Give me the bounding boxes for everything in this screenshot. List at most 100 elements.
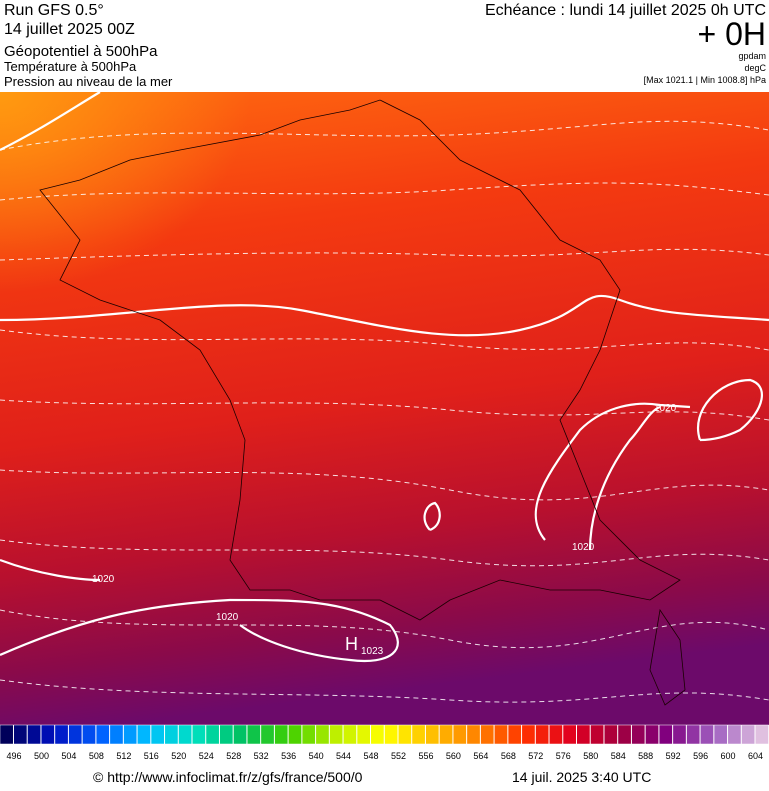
colorbar-swatch bbox=[700, 724, 714, 745]
colorbar-swatch bbox=[219, 724, 234, 745]
run-title: Run GFS 0.5° bbox=[4, 2, 104, 19]
colorbar-label: 552 bbox=[391, 751, 406, 761]
colorbar-swatch bbox=[631, 724, 646, 745]
colorbar-label: 588 bbox=[638, 751, 653, 761]
unit: degC bbox=[744, 63, 766, 73]
colorbar-label: 592 bbox=[666, 751, 681, 761]
colorbar-label: 556 bbox=[418, 751, 433, 761]
colorbar-swatch bbox=[576, 724, 591, 745]
colorbar-label: 532 bbox=[254, 751, 269, 761]
warm-area bbox=[0, 92, 250, 292]
colorbar-swatch bbox=[315, 724, 330, 745]
high-value: 1023 bbox=[361, 646, 384, 657]
colorbar-label: 508 bbox=[89, 751, 104, 761]
colorbar-swatch bbox=[645, 724, 659, 745]
colorbar-swatch bbox=[329, 724, 344, 745]
colorbar-swatch bbox=[123, 724, 138, 745]
forecast-time: Echéance : lundi 14 juillet 2025 0h UTC bbox=[485, 2, 766, 19]
unit: [Max 1021.1 | Min 1008.8] hPa bbox=[644, 75, 766, 85]
colorbar-label: 560 bbox=[446, 751, 461, 761]
generated-time: 14 juil. 2025 3:40 UTC bbox=[512, 769, 651, 785]
colorbar-label: 516 bbox=[144, 751, 159, 761]
colorbar-swatch bbox=[384, 724, 398, 745]
isobar-label: 1020 bbox=[654, 403, 677, 414]
field-label: Température à 500hPa bbox=[4, 59, 137, 74]
isobar-label-group: 1020 1020 1020 1020 H 1023 bbox=[92, 403, 677, 657]
colorbar-swatch bbox=[343, 724, 357, 745]
colorbar-swatch bbox=[95, 724, 110, 745]
isobar-label: 1020 bbox=[572, 542, 595, 553]
colorbar-label: 568 bbox=[501, 751, 516, 761]
colorbar-swatch bbox=[68, 724, 83, 745]
colorbar-swatch bbox=[411, 724, 426, 745]
colorbar-swatch bbox=[82, 724, 96, 745]
run-date: 14 juillet 2025 00Z bbox=[4, 21, 135, 38]
colorbar-swatch bbox=[494, 724, 508, 745]
colorbar-swatch bbox=[274, 724, 289, 745]
lead-time: + 0H bbox=[698, 16, 766, 52]
colorbar-swatch bbox=[0, 724, 14, 745]
colorbar-label: 576 bbox=[556, 751, 571, 761]
isobar-label: 1020 bbox=[92, 574, 115, 585]
colorbar-swatch bbox=[741, 724, 756, 745]
colorbar-swatch bbox=[150, 724, 165, 745]
colorbar-swatch bbox=[535, 724, 550, 745]
colorbar-swatch bbox=[452, 724, 467, 745]
colorbar-label: 572 bbox=[528, 751, 543, 761]
colorbar-label: 520 bbox=[171, 751, 186, 761]
colorbar-label: 596 bbox=[693, 751, 708, 761]
colorbar-swatch bbox=[192, 724, 206, 745]
colorbar-swatch bbox=[260, 724, 275, 745]
colorbar-swatch bbox=[246, 724, 261, 745]
field-label: Géopotentiel à 500hPa bbox=[4, 43, 158, 60]
colorbar-swatch bbox=[755, 724, 769, 745]
colorbar-swatch bbox=[549, 724, 563, 745]
isobar-label: 1020 bbox=[216, 612, 239, 623]
colorbar-swatch bbox=[562, 724, 577, 745]
colorbar-swatch bbox=[727, 724, 742, 745]
colorbar-swatch bbox=[137, 724, 151, 745]
colorbar-swatch bbox=[425, 724, 440, 745]
colorbar-swatch bbox=[205, 724, 220, 745]
colorbar-swatch bbox=[603, 724, 618, 745]
colorbar-swatch bbox=[13, 724, 28, 745]
colorbar-label: 528 bbox=[226, 751, 241, 761]
colorbar-label: 544 bbox=[336, 751, 351, 761]
colorbar-swatch bbox=[27, 724, 41, 745]
geopotential-lines bbox=[0, 120, 769, 703]
colorbar-swatch bbox=[356, 724, 371, 745]
colorbar-swatch bbox=[233, 724, 247, 745]
colorbar-swatch bbox=[439, 724, 453, 745]
colorbar-label: 584 bbox=[611, 751, 626, 761]
colorbar-label: 512 bbox=[116, 751, 131, 761]
colorbar-label: 600 bbox=[721, 751, 736, 761]
colorbar-swatch bbox=[288, 724, 302, 745]
colorbar-swatch bbox=[672, 724, 687, 745]
colorbar-swatch bbox=[686, 724, 701, 745]
colorbar-label: 540 bbox=[309, 751, 324, 761]
field-label: Pression au niveau de la mer bbox=[4, 74, 173, 89]
isobars bbox=[0, 91, 769, 663]
colorbar-label: 580 bbox=[583, 751, 598, 761]
colorbar-label: 504 bbox=[61, 751, 76, 761]
high-symbol: H bbox=[345, 634, 358, 654]
colorbar-swatch bbox=[507, 724, 522, 745]
colorbar-swatch bbox=[40, 724, 55, 745]
colorbar-label: 564 bbox=[473, 751, 488, 761]
colorbar-swatch bbox=[617, 724, 632, 745]
borders bbox=[39, 99, 686, 706]
colorbar: 496 500 504 508 512 516 520 524 528 532 536 540 544 5… bbox=[0, 724, 769, 761]
colorbar-swatch bbox=[301, 724, 316, 745]
colorbar-swatch bbox=[590, 724, 604, 745]
colorbar-swatch bbox=[164, 724, 179, 745]
colorbar-swatch bbox=[658, 724, 673, 745]
colorbar-label: 604 bbox=[748, 751, 763, 761]
unit: gpdam bbox=[738, 51, 766, 61]
colorbar-swatch bbox=[521, 724, 536, 745]
colorbar-swatch bbox=[466, 724, 481, 745]
colorbar-label: 548 bbox=[364, 751, 379, 761]
colorbar-swatch bbox=[109, 724, 124, 745]
colorbar-label: 536 bbox=[281, 751, 296, 761]
